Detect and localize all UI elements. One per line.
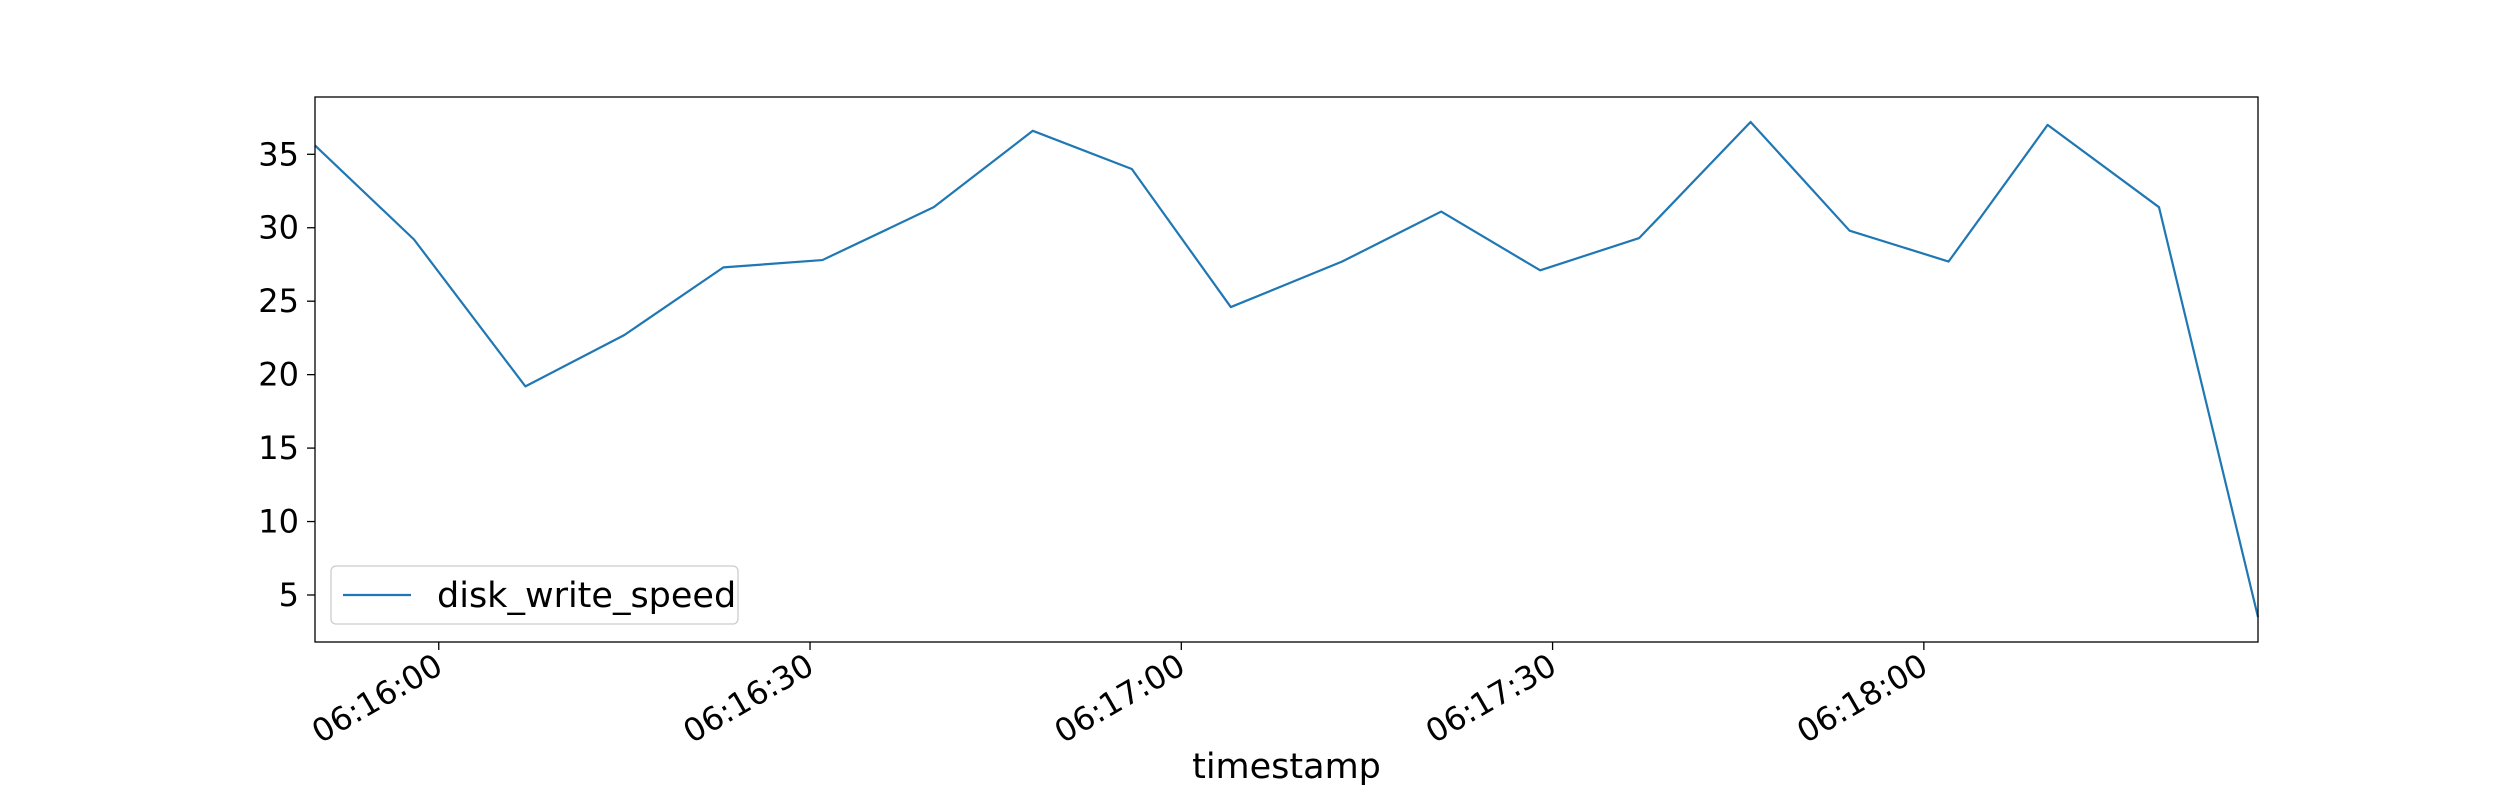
y-tick-label: 35 [258, 135, 299, 173]
x-axis: 06:16:00 06:16:30 06:17:00 06:17:30 06:18:00 [305, 642, 1934, 751]
y-axis: 5 10 15 20 25 30 35 [258, 135, 315, 614]
x-tick-label: 06:17:30 [1419, 646, 1562, 751]
series-line-0 [314, 120, 2260, 618]
x-tick-label: 06:16:30 [677, 646, 820, 751]
plot-area [314, 96, 2260, 643]
y-tick-label: 5 [279, 576, 299, 614]
y-tick-label: 10 [258, 503, 299, 541]
legend-label: disk_write_speed [437, 576, 736, 616]
x-tick-label: 06:18:00 [1790, 646, 1933, 751]
y-tick-label: 15 [258, 429, 299, 467]
plot-frame [314, 96, 2259, 643]
legend-box [330, 565, 739, 625]
legend: disk_write_speed [330, 565, 739, 625]
x-tick-label: 06:17:00 [1048, 646, 1191, 751]
x-tick-label: 06:16:00 [305, 646, 448, 751]
x-axis-label: timestamp [1192, 747, 1381, 787]
y-tick-label: 30 [258, 209, 299, 247]
y-tick-label: 20 [258, 356, 299, 394]
y-tick-label: 25 [258, 282, 299, 320]
